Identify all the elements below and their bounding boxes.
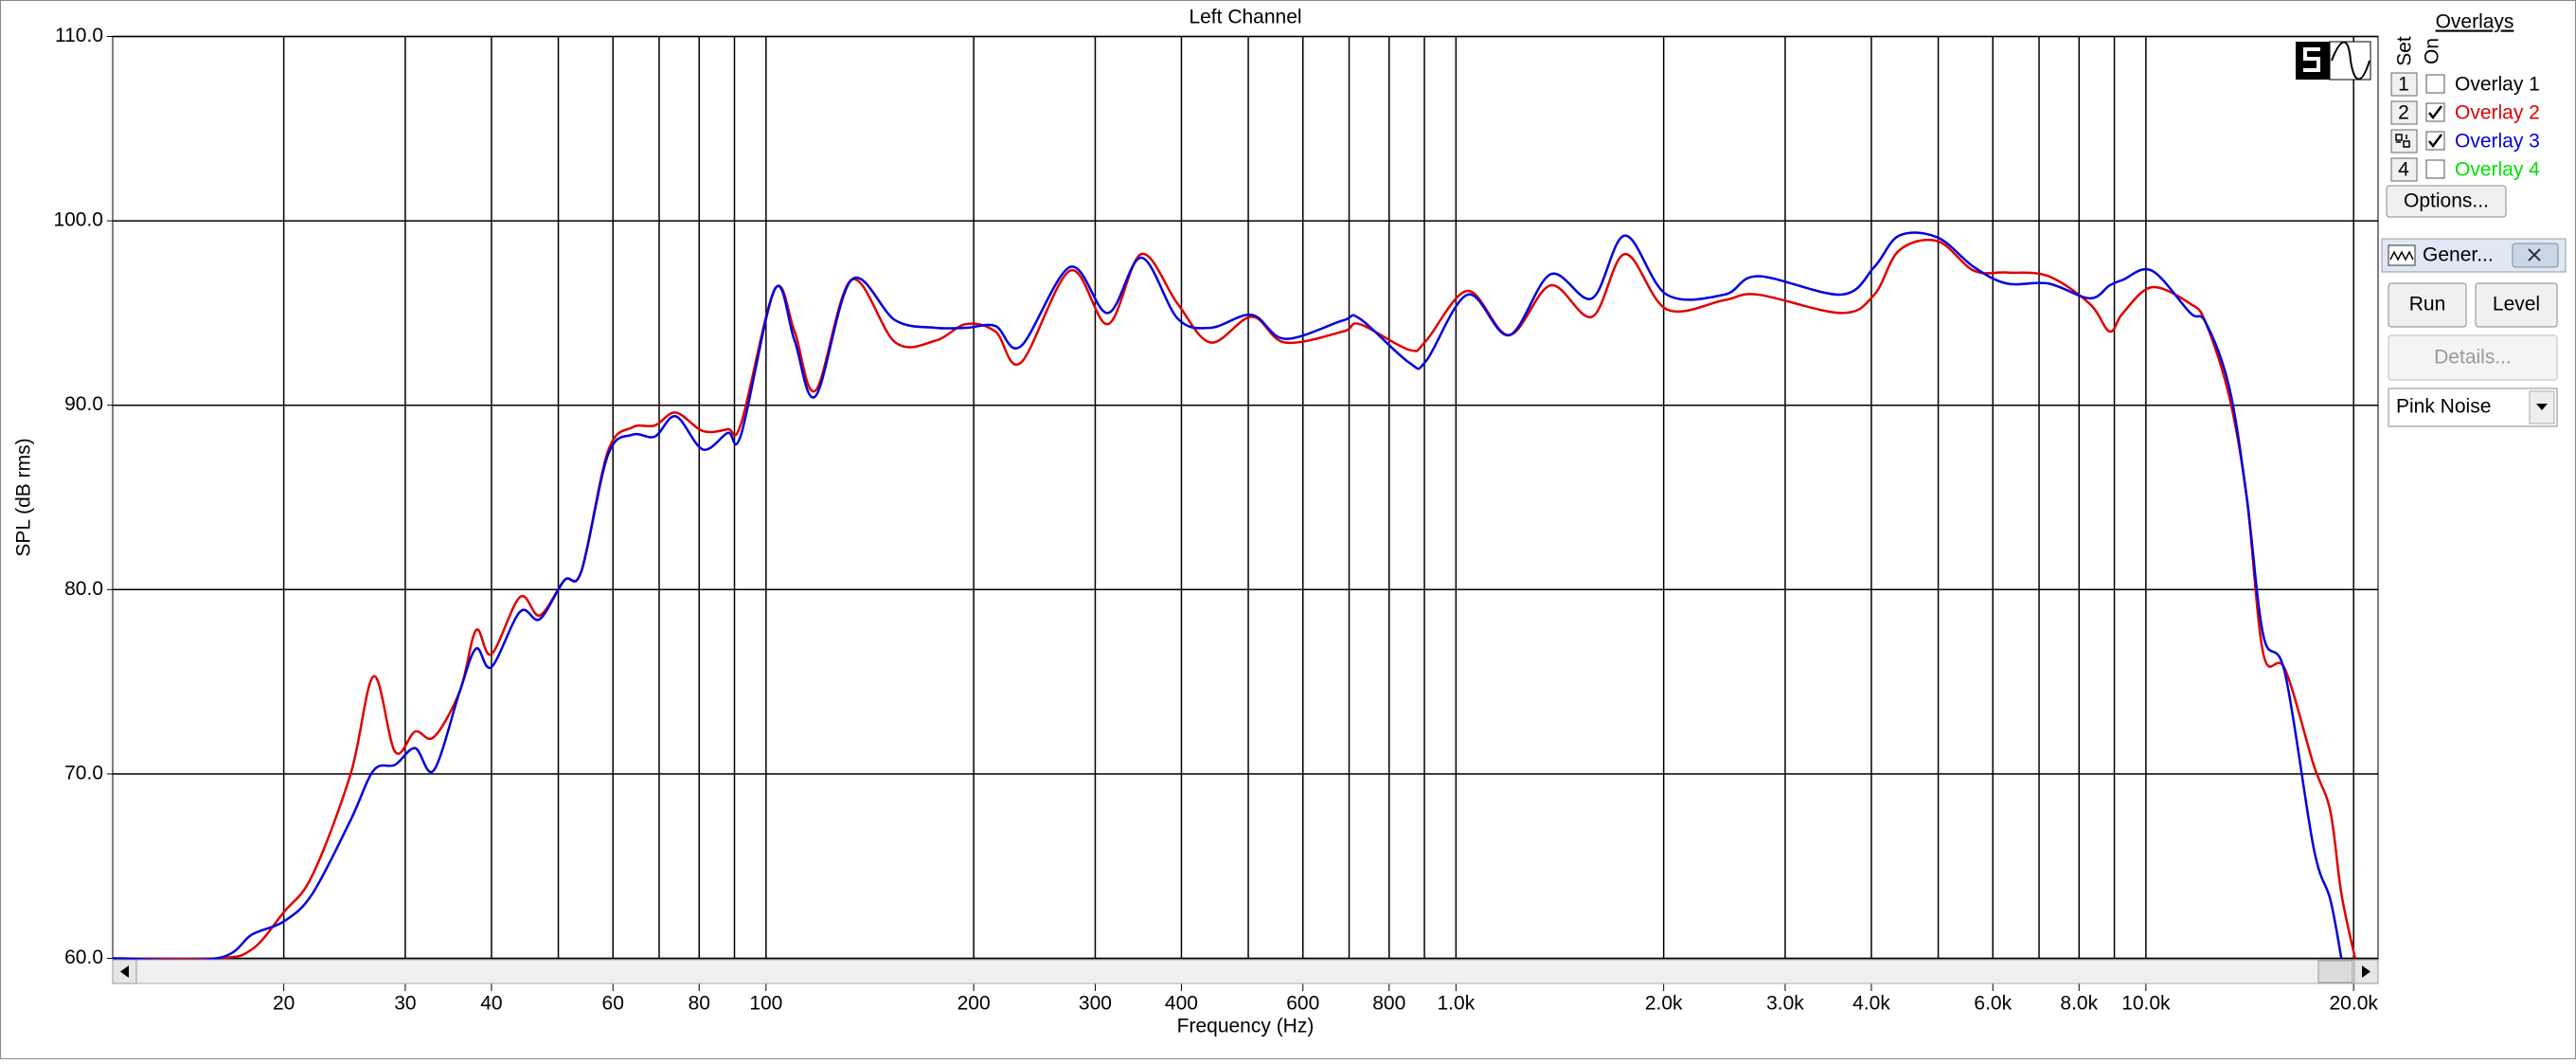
set-header: Set [2394,36,2416,66]
scroll-thumb[interactable] [2317,960,2353,983]
y-tick-label: 60.0 [64,947,103,968]
overlay-checkbox[interactable] [2425,159,2445,179]
arrow-icon [120,965,129,978]
x-tick-label: 4.0k [1852,993,1890,1015]
options-button[interactable] [2386,185,2507,218]
generator-small-icon [2388,244,2416,266]
overlay-name: Overlay 1 [2455,74,2540,96]
set-button[interactable] [2390,157,2418,182]
plot-area: 60.0 70.0 80.0 90.0 100.0 110.0 20 30 40 60 80 100 2… [53,25,2379,1015]
overlay-name: Overlay 3 [2455,131,2540,153]
series-line [113,231,2343,961]
x-tick-label: 10.0k [2121,993,2171,1015]
set-label: 2 [2398,102,2409,124]
x-tick-label: 1.0k [1438,993,1476,1015]
x-axis-label: Frequency (Hz) [1177,1016,1315,1037]
x-tick-label: 60 [602,993,624,1015]
x-tick-label: 8.0k [2060,993,2098,1015]
wave-icon [2389,250,2414,261]
overlay-name: Overlay 4 [2455,159,2540,181]
chart-title: Left Channel [1189,7,1301,28]
y-tick-label: 80.0 [64,578,103,600]
overlays-title: Overlays [2436,11,2514,33]
overlay-checkbox[interactable] [2425,74,2445,94]
on-header: On [2422,38,2443,64]
x-tick-label: 6.0k [1974,993,2012,1015]
x-tick-label: 20 [273,993,295,1015]
details-button[interactable] [2388,334,2558,381]
level-button[interactable] [2475,282,2558,328]
set-icon [2395,134,2410,148]
generator-icon[interactable] [2296,41,2371,81]
x-tick-label: 600 [1286,993,1319,1015]
scrollbar[interactable] [112,959,2379,984]
check-mark [2428,105,2442,120]
run-label: Run [2409,294,2446,316]
check-mark [2428,134,2442,149]
y-tick-label: 100.0 [53,209,103,231]
x-tick-label: 400 [1165,993,1198,1015]
close-icon [2528,248,2541,261]
level-label: Level [2493,294,2540,316]
x-tick-label: 3.0k [1766,993,1804,1015]
run-button[interactable] [2388,282,2467,328]
select-arrow [2536,404,2548,410]
arrow-icon [2362,965,2370,978]
x-tick-label: 300 [1079,993,1112,1015]
overlay-checkbox[interactable] [2425,131,2445,151]
options-label: Options... [2404,190,2489,212]
signal-select[interactable] [2388,388,2558,427]
y-tick-label: 90.0 [64,393,103,415]
details-label: Details... [2434,347,2512,369]
set-button[interactable] [2390,100,2418,125]
series-line [113,238,2356,961]
x-tick-label: 20.0k [2330,993,2379,1015]
overlay-checkbox[interactable] [2425,102,2445,122]
plot-background [112,35,2379,960]
set-label: 1 [2398,74,2409,96]
signal-label: Pink Noise [2396,396,2491,418]
x-tick-label: 800 [1372,993,1405,1015]
x-tick-label: 30 [394,993,416,1015]
generator-title: Gener... [2423,244,2494,266]
y-axis-label: SPL (dB rms) [13,438,35,556]
x-tick-label: 40 [480,993,502,1015]
overlay-list: 1 Overlay 1 2 Overlay 2 Overlay 3 4 Overlay 4 [2390,72,2540,182]
x-tick-label: 80 [689,993,710,1015]
set-label: 4 [2398,159,2409,181]
x-tick-label: 2.0k [1645,993,1683,1015]
overlay-name: Overlay 2 [2455,102,2540,124]
y-tick-label: 110.0 [55,25,103,46]
set-button[interactable] [2390,72,2418,97]
x-tick-label: 100 [749,993,782,1015]
x-tick-label: 200 [957,993,991,1015]
y-tick-label: 70.0 [64,762,103,784]
